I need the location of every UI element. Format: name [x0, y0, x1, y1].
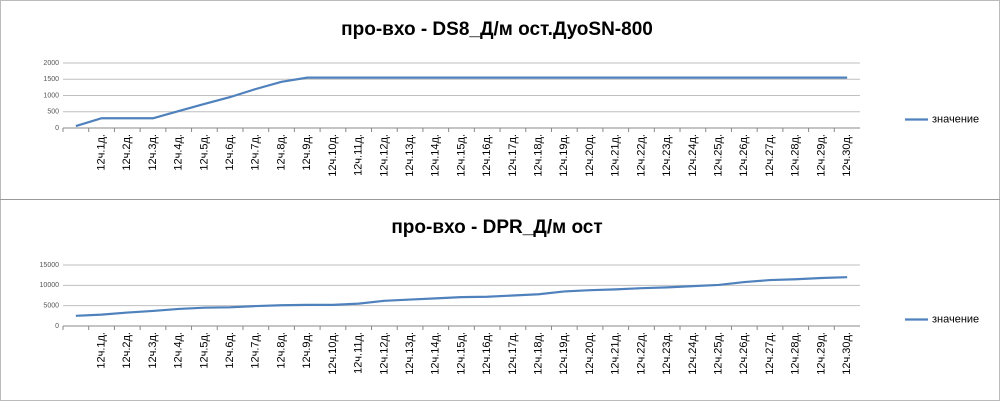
x-tick-label: 12ч.14д.	[430, 332, 442, 375]
x-tick-label: 12ч.15д.	[455, 134, 467, 177]
x-tick-label: 12ч.21д.	[610, 332, 622, 375]
x-tick-label: 12ч.29д.	[815, 332, 827, 375]
x-tick-label: 12ч.18д.	[533, 134, 545, 177]
x-tick-label: 12ч.22д.	[635, 332, 647, 375]
x-tick-label: 12ч.6д.	[224, 332, 236, 369]
legend-label: значение	[932, 313, 979, 325]
x-tick-label: 12ч.4д.	[173, 332, 185, 369]
x-tick-label: 12ч.12д.	[378, 134, 390, 177]
x-tick-label: 12ч.29д.	[815, 134, 827, 177]
x-tick-label: 12ч.7д.	[250, 332, 262, 369]
x-tick-label: 12ч.27д.	[764, 332, 776, 375]
x-tick-label: 12ч.2д.	[121, 332, 133, 369]
series-line	[75, 76, 848, 128]
x-tick-label: 12ч.6д.	[224, 134, 236, 171]
x-tick-label: 12ч.15д.	[455, 332, 467, 375]
y-tick-label: 0	[55, 125, 59, 132]
x-tick-label: 12ч.28д.	[790, 332, 802, 375]
x-tick-label: 12ч.25д.	[713, 332, 725, 375]
x-tick-label: 12ч.4д.	[173, 134, 185, 171]
x-tick-label: 12ч.19д.	[558, 332, 570, 375]
x-tick-label: 12ч.11д.	[353, 134, 365, 176]
chart-title: про-вхо - DS8_Д/м ост.ДуоSN-800	[341, 19, 653, 40]
x-tick-label: 12ч.16д.	[481, 134, 493, 177]
x-tick-label: 12ч.30д.	[841, 332, 853, 375]
x-tick-label: 12ч.26д.	[738, 134, 750, 177]
x-tick-label: 12ч.14д.	[430, 134, 442, 177]
x-tick-label: 12ч.3д.	[147, 332, 159, 369]
x-tick-label: 12ч.7д.	[250, 134, 262, 171]
x-tick-label: 12ч.2д.	[121, 134, 133, 171]
y-tick-label: 10000	[40, 282, 60, 289]
x-tick-label: 12ч.18д.	[533, 332, 545, 375]
x-tick-label: 12ч.5д.	[198, 332, 210, 369]
x-tick-label: 12ч.20д.	[584, 134, 596, 177]
x-tick-label: 12ч.3д.	[147, 134, 159, 171]
x-tick-label: 12ч.10д.	[327, 332, 339, 375]
x-tick-label: 12ч.13д.	[404, 134, 416, 177]
x-tick-label: 12ч.23д.	[661, 134, 673, 177]
x-tick-label: 12ч.27д.	[764, 134, 776, 177]
x-tick-label: 12ч.12д.	[378, 332, 390, 375]
x-tick-label: 12ч.19д.	[558, 134, 570, 177]
legend-label: значение	[932, 113, 979, 125]
x-tick-label: 12ч.9д.	[301, 332, 313, 369]
chart-title: про-вхо - DPR_Д/м ост	[391, 217, 602, 238]
x-tick-label: 12ч.8д.	[275, 332, 287, 369]
x-tick-label: 12ч.13д.	[404, 332, 416, 375]
x-tick-label: 12ч.30д.	[841, 134, 853, 177]
x-tick-label: 12ч.26д.	[738, 332, 750, 375]
x-tick-label: 12ч.25д.	[713, 134, 725, 177]
y-tick-label: 0	[55, 323, 59, 330]
x-tick-label: 12ч.17д.	[507, 134, 519, 177]
y-tick-label: 2000	[43, 60, 59, 67]
series-line	[75, 276, 848, 317]
x-tick-label: 12ч.23д.	[661, 332, 673, 375]
y-tick-label: 5000	[43, 303, 59, 310]
x-tick-label: 12ч.24д.	[687, 332, 699, 375]
x-tick-label: 12ч.1д.	[95, 332, 107, 369]
x-tick-label: 12ч.10д.	[327, 134, 339, 177]
y-tick-label: 1000	[43, 92, 59, 99]
y-tick-label: 15000	[40, 262, 60, 269]
y-tick-label: 500	[47, 109, 59, 116]
x-tick-label: 12ч.1д.	[95, 134, 107, 171]
x-tick-label: 12ч.5д.	[198, 134, 210, 171]
x-tick-label: 12ч.21д.	[610, 134, 622, 177]
x-tick-label: 12ч.16д.	[481, 332, 493, 375]
x-tick-label: 12ч.22д.	[635, 134, 647, 177]
x-tick-label: 12ч.24д.	[687, 134, 699, 177]
x-tick-label: 12ч.28д.	[790, 134, 802, 177]
x-tick-label: 12ч.9д.	[301, 134, 313, 171]
y-tick-label: 1500	[43, 76, 59, 83]
x-tick-label: 12ч.8д.	[275, 134, 287, 171]
x-tick-label: 12ч.17д.	[507, 332, 519, 375]
x-tick-label: 12ч.20д.	[584, 332, 596, 375]
x-tick-label: 12ч.11д.	[353, 332, 365, 374]
